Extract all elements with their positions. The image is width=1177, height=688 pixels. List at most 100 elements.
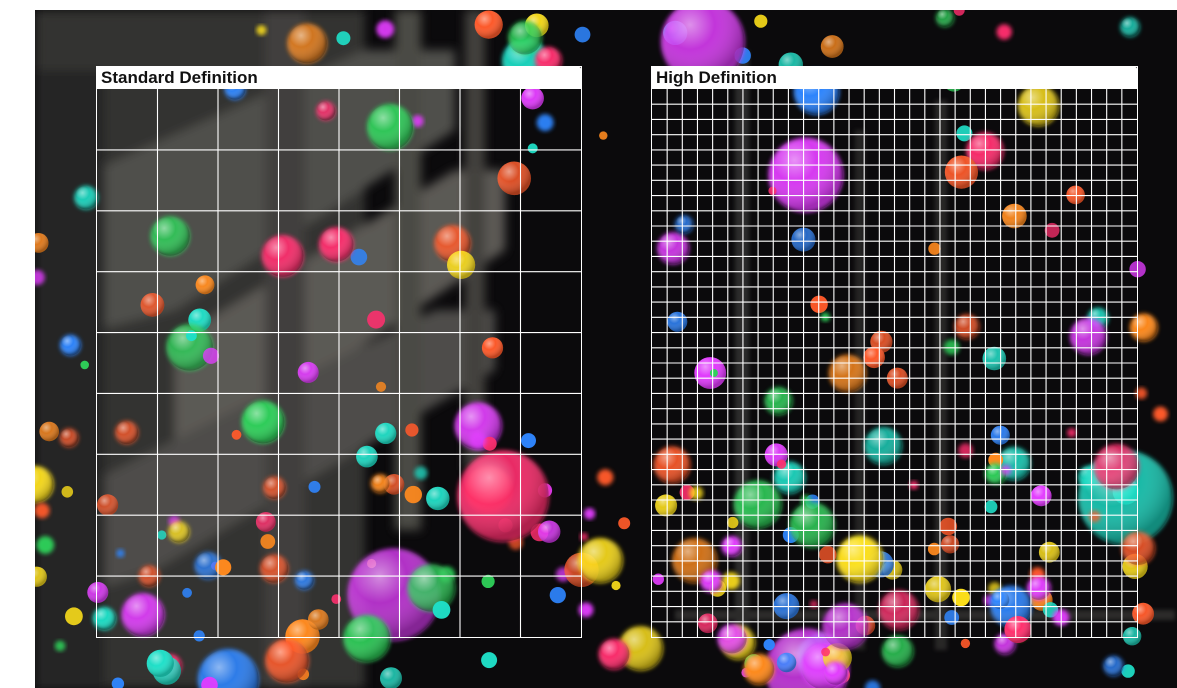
ball-highlight xyxy=(1017,85,1059,127)
ball xyxy=(376,20,395,39)
ball-highlight xyxy=(92,607,116,630)
ball xyxy=(182,587,193,598)
ball xyxy=(367,310,386,329)
ball xyxy=(54,640,66,652)
ball xyxy=(952,588,970,607)
ball xyxy=(611,580,621,591)
ball xyxy=(984,500,998,514)
high-definition-title: High Definition xyxy=(652,67,1137,89)
ball-highlight xyxy=(1120,17,1140,37)
ball-highlight xyxy=(297,361,319,383)
ball-highlight xyxy=(35,566,47,587)
ball-highlight xyxy=(195,275,215,295)
ball xyxy=(574,26,591,43)
ball xyxy=(819,546,837,564)
ball-highlight xyxy=(367,104,413,150)
ball-highlight xyxy=(675,215,694,234)
ball xyxy=(432,601,451,619)
ball-highlight xyxy=(261,235,304,277)
ball-highlight xyxy=(820,35,844,58)
ball xyxy=(65,607,83,626)
ball-highlight xyxy=(1121,531,1155,565)
ball xyxy=(618,517,631,530)
ball xyxy=(597,469,614,486)
ball-highlight xyxy=(538,520,561,543)
ball xyxy=(1067,428,1077,438)
ball xyxy=(768,186,777,195)
ball-highlight xyxy=(241,400,285,444)
ball-highlight xyxy=(150,216,190,256)
standard-definition-grid xyxy=(97,89,581,637)
ball xyxy=(411,115,424,128)
ball-highlight xyxy=(497,161,531,196)
ball-highlight xyxy=(380,667,402,688)
ball-highlight xyxy=(168,521,190,543)
ball-highlight xyxy=(318,227,354,262)
ball-highlight xyxy=(598,638,630,670)
ball-highlight xyxy=(577,538,623,583)
ball-highlight xyxy=(743,653,775,685)
ball-highlight xyxy=(60,334,81,356)
ball-highlight xyxy=(474,10,503,39)
ball-highlight xyxy=(426,486,450,511)
ball-highlight xyxy=(508,20,542,55)
ball-highlight xyxy=(356,445,378,468)
ball xyxy=(754,14,768,28)
ball-highlight xyxy=(1066,185,1085,205)
ball xyxy=(727,516,739,529)
ball xyxy=(549,587,566,604)
ball-highlight xyxy=(481,337,504,359)
standard-definition-title: Standard Definition xyxy=(97,67,581,89)
ball xyxy=(36,536,55,554)
ball xyxy=(157,530,167,540)
ball-highlight xyxy=(768,137,843,213)
ball xyxy=(61,486,74,498)
ball-highlight xyxy=(39,421,59,442)
ball xyxy=(1121,664,1135,678)
ball xyxy=(193,630,205,642)
ball-highlight xyxy=(924,576,952,603)
ball-highlight xyxy=(1103,655,1124,677)
ball-highlight xyxy=(255,512,276,532)
ball xyxy=(414,466,428,480)
ball-highlight xyxy=(823,661,848,685)
ball xyxy=(231,429,242,440)
ball-highlight xyxy=(194,552,222,580)
ball-highlight xyxy=(121,593,165,637)
ball-highlight xyxy=(1093,444,1140,490)
ball-highlight xyxy=(1069,317,1107,355)
ball-highlight xyxy=(287,23,327,64)
ball xyxy=(35,269,45,286)
ball-highlight xyxy=(74,185,98,210)
ball xyxy=(481,574,495,589)
ball-highlight xyxy=(881,635,914,667)
ball-highlight xyxy=(316,101,336,121)
ball xyxy=(215,559,232,576)
ball xyxy=(583,508,596,520)
ball xyxy=(260,534,276,549)
ball xyxy=(578,602,594,618)
ball-highlight xyxy=(457,450,549,542)
ball-highlight xyxy=(1129,313,1158,342)
ball xyxy=(336,31,351,46)
ball-highlight xyxy=(1027,576,1051,600)
ball xyxy=(256,25,267,36)
ball xyxy=(709,369,718,377)
ball xyxy=(521,433,536,449)
ball xyxy=(960,638,971,649)
ball-highlight xyxy=(370,474,390,493)
ball xyxy=(202,347,220,364)
ball xyxy=(350,248,368,266)
ball xyxy=(481,652,498,669)
ball-highlight xyxy=(653,446,691,484)
ball-highlight xyxy=(764,387,793,415)
ball xyxy=(405,423,419,437)
ball-highlight xyxy=(521,86,544,110)
ball xyxy=(111,677,125,688)
ball xyxy=(988,452,1004,468)
ball-highlight xyxy=(265,639,309,683)
ball-highlight xyxy=(935,10,954,27)
high-definition-grid xyxy=(652,89,1137,637)
ball xyxy=(996,24,1012,40)
ball-highlight xyxy=(35,233,49,253)
